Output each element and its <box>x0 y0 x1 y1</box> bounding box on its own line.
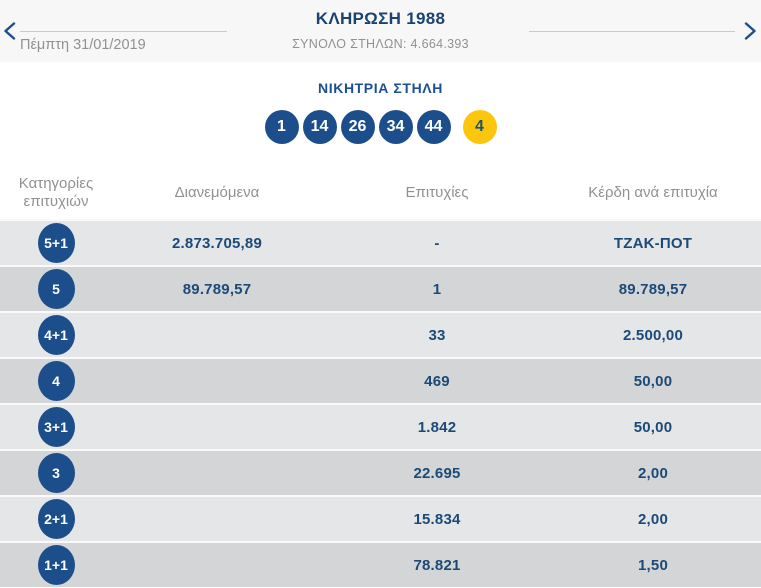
header-categories-line1: Κατηγορίες <box>18 175 94 192</box>
table-row: 5 89.789,57 1 89.789,57 <box>0 265 761 311</box>
category-badge: 4+1 <box>37 315 75 355</box>
category-badge: 1+1 <box>37 545 75 585</box>
wins-value: 1 <box>432 280 442 298</box>
chevron-right-icon <box>744 22 756 40</box>
payout-value: 2,00 <box>638 464 668 482</box>
wins-value: 15.834 <box>413 510 461 528</box>
payout-value: 50,00 <box>633 418 673 436</box>
header-categories: Κατηγορίες επιτυχιών <box>0 173 112 211</box>
wins-value: 33 <box>428 326 446 344</box>
table-row: 3+1 1.842 50,00 <box>0 403 761 449</box>
winning-column-title: ΝΙΚΗΤΡΙΑ ΣΤΗΛΗ <box>318 80 443 96</box>
divider-line-left <box>20 31 227 32</box>
total-columns-label: ΣΥΝΟΛΟ ΣΤΗΛΩΝ: 4.664.393 <box>292 37 469 51</box>
category-badge: 3 <box>37 453 75 493</box>
distributed-value: 2.873.705,89 <box>172 234 262 252</box>
table-row: 3 22.695 2,00 <box>0 449 761 495</box>
wins-value: 78.821 <box>413 556 461 574</box>
header-distributed: Διανεμόμενα <box>174 183 260 201</box>
chevron-left-icon <box>4 22 16 40</box>
category-badge: 5 <box>37 269 75 309</box>
draw-title-block: ΚΛΗΡΩΣΗ 1988 ΣΥΝΟΛΟ ΣΤΗΛΩΝ: 4.664.393 <box>0 9 761 51</box>
payout-value: 2,00 <box>638 510 668 528</box>
wins-value: 22.695 <box>413 464 461 482</box>
header-categories-line2: επιτυχιών <box>23 193 89 210</box>
next-draw-button[interactable] <box>744 22 757 40</box>
draw-date: Πέμπτη 31/01/2019 <box>20 37 146 53</box>
wins-value: 469 <box>424 372 450 390</box>
winning-numbers: 1 14 26 34 44 4 <box>0 110 761 144</box>
winning-column-section: ΝΙΚΗΤΡΙΑ ΣΤΗΛΗ 1 14 26 34 44 4 <box>0 62 761 165</box>
table-header-row: Κατηγορίες επιτυχιών Διανεμόμενα Επιτυχί… <box>0 165 761 219</box>
bonus-number-ball: 4 <box>462 110 497 144</box>
header-payout: Κέρδη ανά επιτυχία <box>588 183 718 201</box>
payout-value: 2.500,00 <box>623 326 683 344</box>
table-row: 4+1 33 2.500,00 <box>0 311 761 357</box>
results-table: Κατηγορίες επιτυχιών Διανεμόμενα Επιτυχί… <box>0 165 761 587</box>
header-wins: Επιτυχίες <box>405 183 469 201</box>
payout-value: 50,00 <box>633 372 673 390</box>
table-row: 2+1 15.834 2,00 <box>0 495 761 541</box>
payout-value: 89.789,57 <box>618 280 688 298</box>
table-row: 1+1 78.821 1,50 <box>0 541 761 587</box>
wins-value: - <box>434 234 440 252</box>
draw-navigation-bar: Πέμπτη 31/01/2019 ΚΛΗΡΩΣΗ 1988 ΣΥΝΟΛΟ ΣΤ… <box>0 0 761 62</box>
winning-number-ball: 26 <box>340 110 375 144</box>
winning-number-ball: 14 <box>302 110 337 144</box>
winning-number-ball: 34 <box>378 110 413 144</box>
distributed-value: 89.789,57 <box>182 280 252 298</box>
draw-title: ΚΛΗΡΩΣΗ 1988 <box>315 9 446 28</box>
wins-value: 1.842 <box>417 418 457 436</box>
divider-line-right <box>529 31 735 32</box>
table-row: 5+1 2.873.705,89 - ΤΖΑΚ-ΠΟΤ <box>0 219 761 265</box>
category-badge: 5+1 <box>37 223 75 263</box>
payout-value: 1,50 <box>638 556 668 574</box>
category-badge: 4 <box>37 361 75 401</box>
winning-number-ball: 44 <box>416 110 451 144</box>
previous-draw-button[interactable] <box>3 22 16 40</box>
winning-number-ball: 1 <box>264 110 299 144</box>
payout-value: ΤΖΑΚ-ΠΟΤ <box>613 234 693 252</box>
table-row: 4 469 50,00 <box>0 357 761 403</box>
category-badge: 2+1 <box>37 499 75 539</box>
category-badge: 3+1 <box>37 407 75 447</box>
